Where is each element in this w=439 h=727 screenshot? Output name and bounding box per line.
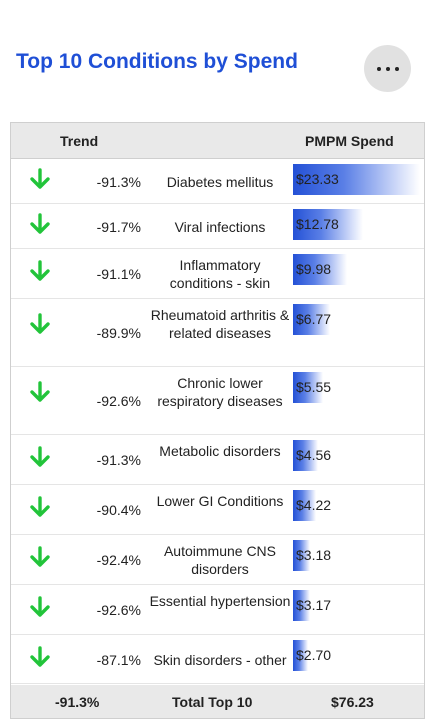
spend-value: $3.18 xyxy=(296,547,332,563)
spend-value: $2.70 xyxy=(296,647,332,663)
condition-name: Autoimmune CNS disorders xyxy=(163,543,277,577)
spend-value: $9.98 xyxy=(296,261,332,277)
condition-name: Inflammatory conditions - skin xyxy=(169,257,271,291)
spend-bar xyxy=(293,640,308,671)
condition-name: Skin disorders - other xyxy=(153,652,287,668)
table-row[interactable]: -91.7% Viral infections $12.78 xyxy=(11,204,424,249)
spend-bar xyxy=(293,440,318,471)
arrow-down-icon xyxy=(30,168,50,189)
trend-value: -91.7% xyxy=(96,219,141,235)
arrow-down-icon xyxy=(30,446,50,467)
arrow-down-icon xyxy=(30,381,50,402)
footer-total: $76.23 xyxy=(331,694,374,710)
table-row[interactable]: -90.4% Lower GI Conditions $4.22 xyxy=(11,485,424,535)
spend-value: $6.77 xyxy=(296,311,332,327)
spend-value: $5.55 xyxy=(296,379,332,395)
footer-label: Total Top 10 xyxy=(172,694,253,710)
trend-value: -91.3% xyxy=(96,174,141,190)
spend-value: $4.56 xyxy=(296,447,332,463)
spend-bar xyxy=(293,540,310,571)
table-footer: -91.3% Total Top 10 $76.23 xyxy=(11,685,424,718)
column-header-pmpm-spend[interactable]: PMPM Spend xyxy=(305,133,394,149)
more-options-button[interactable] xyxy=(364,45,411,92)
arrow-down-icon xyxy=(30,546,50,567)
spend-value: $4.22 xyxy=(296,497,332,513)
conditions-table: Trend PMPM Spend -91.3% Diabetes mellitus… xyxy=(10,122,425,719)
table-row[interactable]: -91.3% Metabolic disorders $4.56 xyxy=(11,435,424,485)
table-header: Trend PMPM Spend xyxy=(11,123,424,159)
spend-bar xyxy=(293,372,323,403)
spend-bar xyxy=(293,304,330,335)
footer-trend: -91.3% xyxy=(55,694,100,710)
page-title: Top 10 Conditions by Spend xyxy=(16,50,298,73)
more-horizontal-icon xyxy=(394,66,399,71)
table-row[interactable]: -91.1% Inflammatory conditions - skin $9.9… xyxy=(11,249,424,299)
arrow-down-icon xyxy=(30,260,50,281)
table-row[interactable]: -92.4% Autoimmune CNS disorders $3.18 xyxy=(11,535,424,585)
column-header-trend[interactable]: Trend xyxy=(60,133,99,149)
condition-name: Rheumatoid arthritis & related diseases xyxy=(150,307,290,341)
spend-bar xyxy=(293,590,310,621)
arrow-down-icon xyxy=(30,313,50,334)
trend-value: -92.6% xyxy=(96,602,141,618)
condition-name: Essential hypertension xyxy=(149,593,291,609)
condition-name: Viral infections xyxy=(174,219,266,235)
spend-bar xyxy=(293,209,363,240)
spend-bar xyxy=(293,164,420,195)
table-body: -91.3% Diabetes mellitus $23.33 -91.7% Viral… xyxy=(11,159,424,684)
condition-name: Chronic lower respiratory diseases xyxy=(157,375,283,409)
arrow-down-icon xyxy=(30,496,50,517)
condition-name: Diabetes mellitus xyxy=(166,174,274,190)
table-row[interactable]: -87.1% Skin disorders - other $2.70 xyxy=(11,635,424,684)
spend-value: $3.17 xyxy=(296,597,332,613)
arrow-down-icon xyxy=(30,213,50,234)
table-row[interactable]: -92.6% Essential hypertension $3.17 xyxy=(11,585,424,635)
table-row[interactable]: -91.3% Diabetes mellitus $23.33 xyxy=(11,159,424,204)
trend-value: -87.1% xyxy=(96,652,141,668)
trend-value: -91.3% xyxy=(96,452,141,468)
spend-bar xyxy=(293,490,316,521)
condition-name: Metabolic disorders xyxy=(159,443,281,459)
table-row[interactable]: -92.6% Chronic lower respiratory diseases… xyxy=(11,367,424,435)
arrow-down-icon xyxy=(30,646,50,667)
spend-value: $12.78 xyxy=(296,216,339,232)
trend-value: -92.4% xyxy=(96,552,141,568)
more-horizontal-icon xyxy=(385,66,390,71)
more-horizontal-icon xyxy=(376,66,381,71)
spend-value: $23.33 xyxy=(296,171,339,187)
arrow-down-icon xyxy=(30,596,50,617)
spend-bar xyxy=(293,254,347,285)
trend-value: -89.9% xyxy=(96,325,141,341)
trend-value: -92.6% xyxy=(96,393,141,409)
table-row[interactable]: -89.9% Rheumatoid arthritis & related dis… xyxy=(11,299,424,367)
trend-value: -90.4% xyxy=(96,502,141,518)
condition-name: Lower GI Conditions xyxy=(156,493,284,509)
trend-value: -91.1% xyxy=(96,266,141,282)
